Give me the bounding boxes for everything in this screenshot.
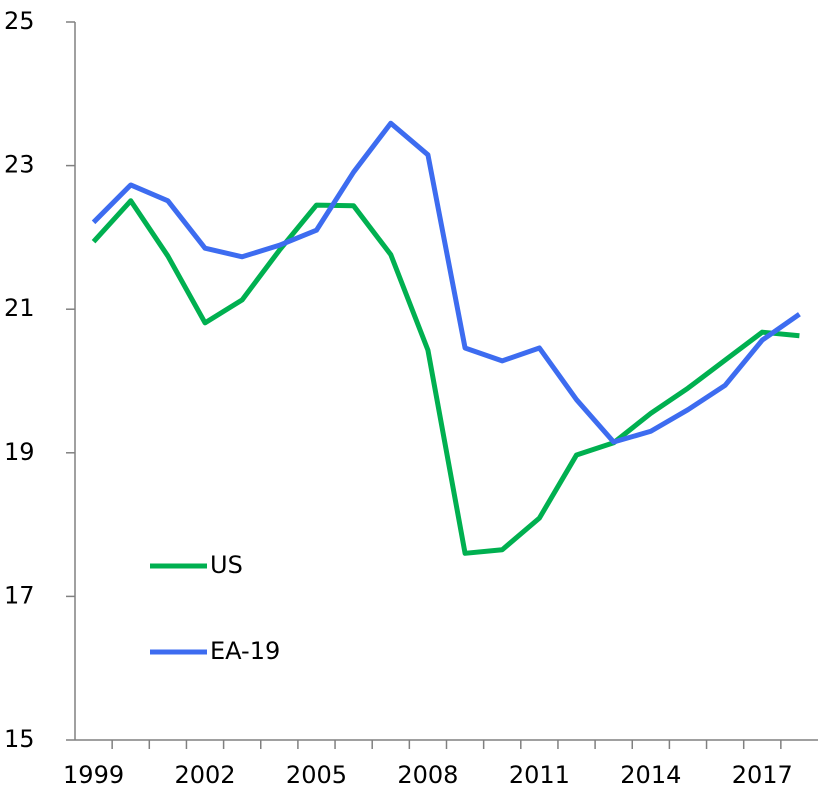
x-tick-label: 1999 <box>63 761 124 789</box>
legend-label: US <box>210 551 243 579</box>
legend-label: EA-19 <box>210 637 280 665</box>
series-line <box>91 198 800 556</box>
x-tick-label: 2005 <box>286 761 347 789</box>
series-line <box>91 120 801 445</box>
x-tick-label: 2002 <box>174 761 235 789</box>
x-tick-label: 2017 <box>732 761 793 789</box>
y-tick-label: 23 <box>4 151 35 179</box>
y-tick-label: 17 <box>4 581 35 609</box>
y-tick-label: 15 <box>4 725 35 753</box>
y-tick-label: 25 <box>4 7 35 35</box>
y-tick-label: 21 <box>4 294 35 322</box>
x-tick-label: 2014 <box>620 761 681 789</box>
y-tick-label: 19 <box>4 438 35 466</box>
x-tick-label: 2008 <box>397 761 458 789</box>
x-tick-label: 2011 <box>509 761 570 789</box>
